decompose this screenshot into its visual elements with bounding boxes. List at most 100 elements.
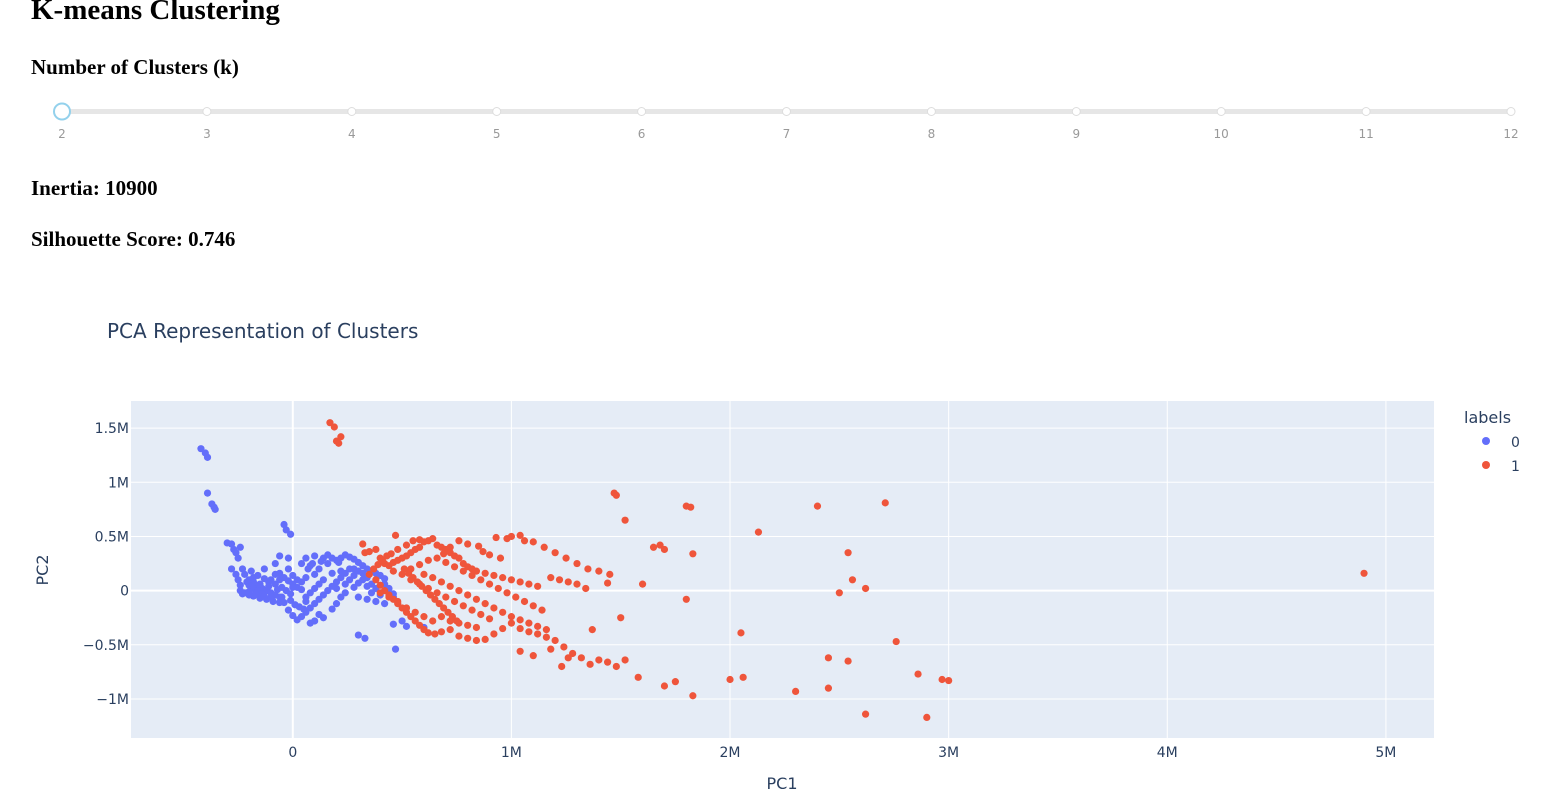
- point-label-1: [617, 614, 624, 621]
- point-label-1: [453, 617, 460, 624]
- point-label-1: [814, 503, 821, 510]
- point-label-1: [394, 546, 401, 553]
- slider-mark-11[interactable]: 11: [1358, 127, 1373, 141]
- point-label-0: [265, 583, 272, 590]
- y-tick-label: −1M: [96, 692, 129, 708]
- point-label-1: [499, 609, 506, 616]
- slider-mark-8[interactable]: 8: [928, 127, 936, 141]
- slider-dot-6[interactable]: [638, 108, 646, 116]
- point-label-0: [256, 581, 263, 588]
- point-label-1: [442, 559, 449, 566]
- point-label-1: [737, 629, 744, 636]
- point-label-1: [473, 624, 480, 631]
- point-label-1: [923, 714, 930, 721]
- point-label-1: [893, 638, 900, 645]
- slider-mark-5[interactable]: 5: [493, 127, 501, 141]
- point-label-1: [429, 574, 436, 581]
- point-label-1: [683, 596, 690, 603]
- point-label-1: [377, 589, 384, 596]
- slider-mark-9[interactable]: 9: [1072, 127, 1080, 141]
- point-label-1: [844, 657, 851, 664]
- point-label-0: [335, 559, 342, 566]
- point-label-0: [274, 586, 281, 593]
- point-label-1: [464, 622, 471, 629]
- point-label-1: [490, 604, 497, 611]
- point-label-0: [287, 590, 294, 597]
- legend-label-0: 0: [1511, 435, 1520, 451]
- point-label-1: [420, 571, 427, 578]
- point-label-0: [318, 558, 325, 565]
- point-label-1: [464, 635, 471, 642]
- chart-title: PCA Representation of Clusters: [107, 319, 418, 343]
- slider-mark-12[interactable]: 12: [1503, 127, 1518, 141]
- point-label-1: [416, 561, 423, 568]
- point-label-0: [276, 576, 283, 583]
- point-label-1: [517, 616, 524, 623]
- slider-dot-7[interactable]: [783, 108, 791, 116]
- slider-dot-12[interactable]: [1507, 108, 1515, 116]
- point-label-1: [460, 602, 467, 609]
- slider-dot-5[interactable]: [493, 108, 501, 116]
- point-label-1: [792, 688, 799, 695]
- point-label-1: [543, 634, 550, 641]
- point-label-1: [331, 423, 338, 430]
- point-label-1: [482, 600, 489, 607]
- slider-dot-8[interactable]: [927, 108, 935, 116]
- point-label-0: [287, 531, 294, 538]
- point-label-1: [578, 654, 585, 661]
- point-label-1: [882, 499, 889, 506]
- point-label-0: [320, 614, 327, 621]
- legend-label-1: 1: [1511, 459, 1520, 475]
- point-label-1: [455, 587, 462, 594]
- point-label-1: [613, 492, 620, 499]
- slider-mark-3[interactable]: 3: [203, 127, 211, 141]
- point-label-1: [486, 615, 493, 622]
- k-slider[interactable]: 2 3 4 5 6 7 8 9 10 11 12: [0, 96, 1552, 146]
- slider-mark-2[interactable]: 2: [58, 127, 66, 141]
- point-label-0: [333, 585, 340, 592]
- point-label-0: [289, 572, 296, 579]
- point-label-1: [512, 594, 519, 601]
- legend[interactable]: labels 0 1: [1464, 408, 1520, 475]
- slider-mark-6[interactable]: 6: [638, 127, 646, 141]
- slider-dot-11[interactable]: [1362, 108, 1370, 116]
- point-label-1: [825, 685, 832, 692]
- point-label-1: [613, 663, 620, 670]
- point-label-0: [245, 588, 252, 595]
- point-label-1: [1360, 570, 1367, 577]
- point-label-1: [573, 560, 580, 567]
- slider-mark-7[interactable]: 7: [783, 127, 791, 141]
- legend-marker-0: [1482, 437, 1490, 445]
- point-label-1: [530, 538, 537, 545]
- point-label-1: [862, 711, 869, 718]
- legend-item-0[interactable]: 0: [1482, 435, 1520, 451]
- point-label-0: [398, 617, 405, 624]
- point-label-1: [517, 625, 524, 632]
- point-label-1: [447, 583, 454, 590]
- slider-dot-10[interactable]: [1217, 108, 1225, 116]
- legend-item-1[interactable]: 1: [1482, 459, 1520, 475]
- slider-mark-4[interactable]: 4: [348, 127, 356, 141]
- slider-mark-10[interactable]: 10: [1214, 127, 1229, 141]
- pca-scatter-chart: PCA Representation of Clusters 0 1M 2M 3M 4M…: [0, 300, 1552, 792]
- point-label-1: [497, 555, 504, 562]
- point-label-1: [604, 659, 611, 666]
- point-label-0: [311, 552, 318, 559]
- point-label-1: [517, 648, 524, 655]
- slider-dot-3[interactable]: [203, 108, 211, 116]
- point-label-0: [355, 631, 362, 638]
- point-label-1: [390, 568, 397, 575]
- y-tick-label: 0: [120, 584, 129, 600]
- point-label-0: [302, 598, 309, 605]
- point-label-1: [455, 537, 462, 544]
- point-label-0: [381, 600, 388, 607]
- point-label-1: [420, 613, 427, 620]
- point-label-1: [429, 617, 436, 624]
- point-label-1: [431, 630, 438, 637]
- point-label-1: [689, 692, 696, 699]
- point-label-1: [464, 591, 471, 598]
- slider-dot-9[interactable]: [1072, 108, 1080, 116]
- point-label-1: [438, 628, 445, 635]
- slider-dot-4[interactable]: [348, 108, 356, 116]
- slider-handle[interactable]: [54, 104, 70, 120]
